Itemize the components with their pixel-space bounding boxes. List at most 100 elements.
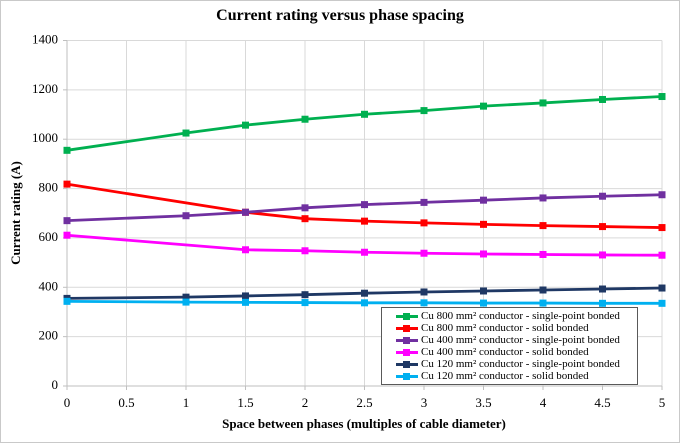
data-point-marker [361, 299, 368, 307]
series-3 [63, 191, 666, 225]
series-line [66, 193, 663, 223]
data-point-marker [480, 102, 487, 110]
x-tick-label: 0 [64, 395, 71, 410]
data-point-marker [182, 298, 190, 306]
data-point-marker [658, 251, 666, 259]
data-point-marker [658, 299, 666, 307]
data-point-marker [420, 299, 428, 307]
data-point-marker [420, 198, 428, 206]
data-point-marker [182, 212, 190, 220]
data-point-marker [599, 251, 606, 259]
series-4 [63, 231, 666, 259]
data-point-marker [599, 223, 606, 231]
series-line [66, 286, 663, 300]
data-point-marker [361, 110, 368, 118]
legend-marker-icon [396, 324, 418, 332]
data-point-marker [539, 250, 547, 258]
data-point-marker [658, 224, 666, 232]
data-point-marker [539, 299, 547, 307]
legend-label: Cu 400 mm² conductor - solid bonded [421, 346, 589, 358]
axes [63, 40, 663, 390]
y-tick-label: 1200 [32, 81, 58, 96]
data-point-marker [420, 288, 428, 296]
x-tick-label: 5 [659, 395, 666, 410]
x-tick-label: 0.5 [118, 395, 134, 410]
legend-item-2: Cu 800 mm² conductor - solid bonded [382, 322, 637, 334]
data-point-marker [539, 222, 547, 230]
y-tick-label: 1000 [32, 130, 58, 145]
data-point-marker [301, 291, 309, 299]
legend-marker-icon [396, 372, 418, 380]
data-point-marker [301, 204, 309, 212]
data-point-marker [361, 248, 368, 256]
data-point-marker [361, 201, 368, 209]
data-point-marker [301, 299, 309, 307]
data-point-marker [182, 293, 190, 301]
legend-marker-icon [396, 312, 418, 320]
data-point-marker [301, 115, 309, 123]
data-point-marker [658, 93, 666, 101]
legend-label: Cu 800 mm² conductor - solid bonded [421, 322, 589, 334]
data-point-marker [63, 180, 71, 188]
legend-marker-icon [396, 348, 418, 356]
data-point-marker [242, 208, 249, 216]
data-point-marker [242, 246, 249, 254]
data-point-marker [420, 249, 428, 257]
y-tick-labels: 0 200 400 600 800 1000 1200 1400 [32, 32, 58, 393]
legend-item-5: Cu 120 mm² conductor - single-point bond… [382, 358, 637, 370]
y-tick-label: 400 [39, 278, 59, 293]
data-point-marker [658, 284, 666, 292]
data-point-marker [599, 285, 606, 293]
series-line [66, 95, 663, 152]
x-tick-label: 4 [540, 395, 547, 410]
data-point-marker [539, 286, 547, 294]
legend-item-6: Cu 120 mm² conductor - solid bonded [382, 370, 637, 382]
data-point-marker [63, 146, 71, 154]
y-tick-label: 800 [39, 180, 59, 195]
x-tick-label: 3.5 [475, 395, 491, 410]
chart-title: Current rating versus phase spacing [216, 7, 464, 24]
data-point-marker [599, 299, 606, 307]
data-point-marker [361, 217, 368, 225]
data-point-marker [242, 121, 249, 129]
x-tick-label: 2 [302, 395, 309, 410]
x-axis-title: Space between phases (multiples of cable… [222, 416, 506, 431]
data-point-marker [480, 220, 487, 228]
x-tick-label: 1.5 [237, 395, 253, 410]
legend-item-4: Cu 400 mm² conductor - solid bonded [382, 346, 637, 358]
legend-item-1: Cu 800 mm² conductor - single-point bond… [382, 310, 637, 322]
legend: Cu 800 mm² conductor - single-point bond… [381, 307, 638, 385]
series-line [66, 299, 662, 305]
x-tick-label: 1 [183, 395, 190, 410]
data-point-marker [301, 215, 309, 223]
legend-label: Cu 800 mm² conductor - single-point bond… [421, 310, 620, 322]
data-point-marker [63, 297, 71, 305]
y-tick-label: 1400 [32, 32, 58, 47]
data-point-marker [599, 95, 606, 103]
series-1 [63, 93, 666, 154]
legend-marker-icon [396, 360, 418, 368]
data-point-marker [182, 129, 190, 137]
legend-item-3: Cu 400 mm² conductor - single-point bond… [382, 334, 637, 346]
data-point-marker [63, 231, 71, 239]
y-tick-label: 200 [39, 328, 59, 343]
series-6 [63, 297, 666, 307]
legend-label: Cu 120 mm² conductor - single-point bond… [421, 358, 620, 370]
x-tick-label: 4.5 [594, 395, 610, 410]
legend-label: Cu 400 mm² conductor - single-point bond… [421, 334, 620, 346]
x-tick-labels: 0 0.5 1 1.5 2 2.5 3 3.5 4 4.5 5 [64, 395, 666, 410]
data-point-marker [301, 247, 309, 255]
data-point-marker [599, 192, 606, 200]
data-point-marker [242, 292, 249, 300]
data-point-marker [242, 298, 249, 306]
data-point-marker [63, 217, 71, 225]
data-point-marker [420, 219, 428, 227]
data-point-marker [480, 250, 487, 258]
legend-label: Cu 120 mm² conductor - solid bonded [421, 370, 589, 382]
y-tick-label: 0 [52, 377, 59, 392]
data-point-marker [480, 287, 487, 295]
data-point-marker [539, 194, 547, 202]
y-tick-label: 600 [39, 229, 59, 244]
